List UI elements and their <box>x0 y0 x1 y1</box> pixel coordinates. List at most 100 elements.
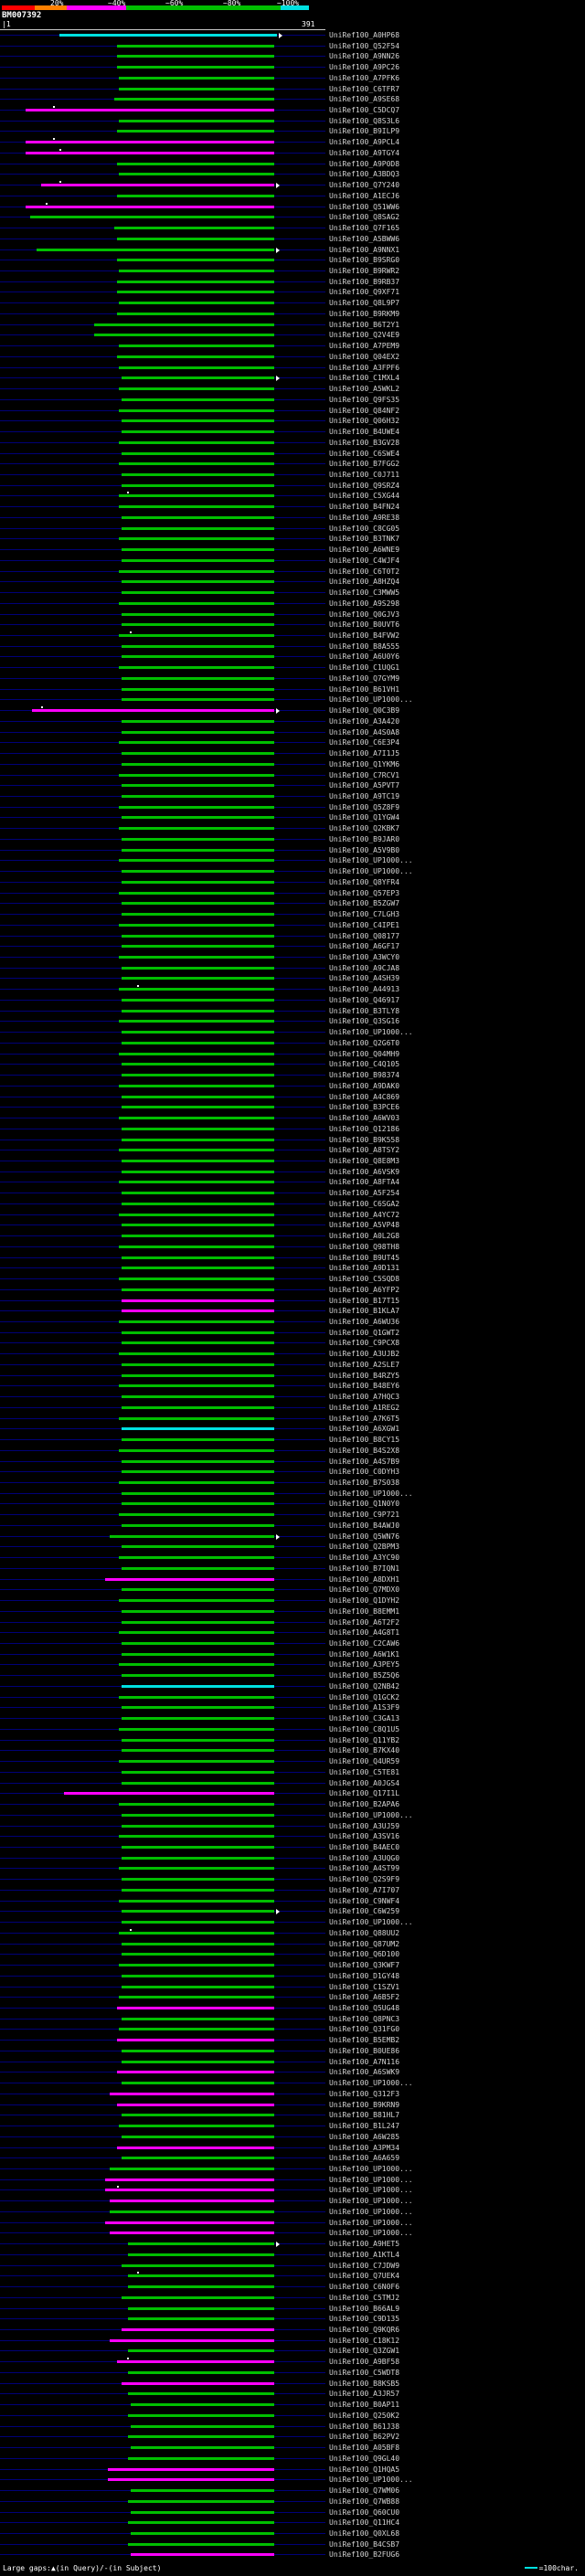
hit-label[interactable]: UniRef100_B4S2X8 <box>329 1446 400 1455</box>
alignment-bar[interactable] <box>122 1888 275 1892</box>
alignment-bar[interactable] <box>117 44 275 48</box>
alignment-bar[interactable] <box>127 2274 275 2278</box>
hit-label[interactable]: UniRef100_Q04MH9 <box>329 1049 400 1058</box>
hit-label[interactable]: UniRef100_A4ST99 <box>329 1864 400 1873</box>
alignment-bar[interactable] <box>122 451 275 455</box>
alignment-bar[interactable] <box>118 1245 275 1248</box>
alignment-bar[interactable] <box>109 2210 275 2213</box>
alignment-bar[interactable] <box>131 2510 275 2514</box>
hit-label[interactable]: UniRef100_C6W259 <box>329 1907 400 1916</box>
hit-label[interactable]: UniRef100_Q7GYM9 <box>329 673 400 683</box>
hit-label[interactable]: UniRef100_Q3ZGW1 <box>329 2347 400 2356</box>
alignment-bar[interactable] <box>117 280 275 283</box>
hit-label[interactable]: UniRef100_Q12186 <box>329 1124 400 1133</box>
hit-label[interactable]: UniRef100_A9PC26 <box>329 63 400 72</box>
hit-label[interactable]: UniRef100_Q87UM2 <box>329 1939 400 1948</box>
alignment-bar[interactable] <box>118 1181 275 1184</box>
hit-label[interactable]: UniRef100_C18K12 <box>329 2336 400 2345</box>
alignment-bar[interactable] <box>122 1395 275 1399</box>
hit-label[interactable]: UniRef100_C1MXL4 <box>329 374 400 383</box>
alignment-bar[interactable] <box>104 2178 275 2181</box>
alignment-bar[interactable] <box>118 773 275 777</box>
alignment-bar[interactable] <box>117 2360 275 2364</box>
hit-label[interactable]: UniRef100_A0L2G8 <box>329 1232 400 1241</box>
alignment-bar[interactable] <box>118 1631 275 1635</box>
hit-label[interactable]: UniRef100_D1GY48 <box>329 1971 400 1980</box>
alignment-bar[interactable] <box>122 719 275 723</box>
alignment-bar[interactable] <box>122 1749 275 1753</box>
hit-label[interactable]: UniRef100_Q11YB2 <box>329 1735 400 1744</box>
alignment-bar[interactable] <box>122 623 275 627</box>
hit-label[interactable]: UniRef100_A9S298 <box>329 599 400 608</box>
hit-label[interactable]: UniRef100_Q17I1L <box>329 1789 400 1798</box>
hit-label[interactable]: UniRef100_B17T15 <box>329 1296 400 1305</box>
alignment-bar[interactable] <box>122 1427 275 1431</box>
hit-label[interactable]: UniRef100_Q0XL68 <box>329 2528 400 2538</box>
alignment-bar[interactable] <box>26 141 275 144</box>
hit-label[interactable]: UniRef100_Q9GL40 <box>329 2454 400 2463</box>
alignment-bar[interactable] <box>122 1523 275 1527</box>
hit-label[interactable]: UniRef100_B9K558 <box>329 1135 400 1144</box>
hit-label[interactable]: UniRef100_Q04EX2 <box>329 352 400 361</box>
hit-label[interactable]: UniRef100_Q98TH8 <box>329 1242 400 1251</box>
hit-label[interactable]: UniRef100_B4FVW2 <box>329 631 400 640</box>
alignment-bar[interactable] <box>122 1781 275 1785</box>
hit-label[interactable]: UniRef100_Q0GJV3 <box>329 610 400 619</box>
alignment-bar[interactable] <box>131 2403 275 2407</box>
hit-label[interactable]: UniRef100_A7PEM9 <box>329 342 400 351</box>
alignment-bar[interactable] <box>122 1609 275 1613</box>
alignment-bar[interactable] <box>109 2200 275 2203</box>
alignment-bar[interactable] <box>122 1330 275 1334</box>
hit-label[interactable]: UniRef100_UP1000... <box>329 2186 413 2195</box>
hit-label[interactable]: UniRef100_Q1HQA5 <box>329 2465 400 2474</box>
alignment-bar[interactable] <box>118 1052 275 1055</box>
alignment-bar[interactable] <box>122 1341 275 1345</box>
hit-label[interactable]: UniRef100_UP1000... <box>329 2207 413 2216</box>
hit-label[interactable]: UniRef100_Q1YGW4 <box>329 813 400 822</box>
alignment-bar[interactable] <box>118 1448 275 1452</box>
hit-label[interactable]: UniRef100_B4CSB7 <box>329 2539 400 2549</box>
alignment-bar[interactable] <box>122 2135 275 2138</box>
hit-label[interactable]: UniRef100_Q2KBK7 <box>329 824 400 833</box>
hit-label[interactable]: UniRef100_A9TGY4 <box>329 148 400 157</box>
alignment-bar[interactable] <box>122 1878 275 1882</box>
alignment-bar[interactable] <box>122 1717 275 1721</box>
hit-label[interactable]: UniRef100_UP1000... <box>329 2079 413 2088</box>
alignment-bar[interactable] <box>118 1481 275 1484</box>
hit-label[interactable]: UniRef100_Q11HC4 <box>329 2518 400 2528</box>
alignment-bar[interactable] <box>122 591 275 595</box>
alignment-bar[interactable] <box>127 2317 275 2321</box>
alignment-bar[interactable] <box>122 1309 275 1313</box>
hit-label[interactable]: UniRef100_B61VH1 <box>329 684 400 694</box>
hit-label[interactable]: UniRef100_A8TSY2 <box>329 1146 400 1155</box>
hit-label[interactable]: UniRef100_Q7UEK4 <box>329 2272 400 2281</box>
alignment-bar[interactable] <box>122 2295 275 2299</box>
alignment-bar[interactable] <box>117 55 275 58</box>
hit-label[interactable]: UniRef100_Q08177 <box>329 931 400 940</box>
hit-label[interactable]: UniRef100_UP1000... <box>329 1810 413 1819</box>
alignment-bar[interactable] <box>122 1824 275 1828</box>
hit-label[interactable]: UniRef100_B0UE86 <box>329 2046 400 2055</box>
alignment-bar[interactable] <box>122 398 275 401</box>
hit-label[interactable]: UniRef100_A9TC19 <box>329 792 400 800</box>
hit-label[interactable]: UniRef100_B8CY15 <box>329 1436 400 1445</box>
alignment-bar[interactable] <box>122 977 275 981</box>
alignment-bar[interactable] <box>122 1362 275 1366</box>
alignment-bar[interactable] <box>131 2424 275 2428</box>
hit-label[interactable]: UniRef100_A9SE68 <box>329 95 400 104</box>
alignment-bar[interactable] <box>122 483 275 487</box>
hit-label[interactable]: UniRef100_Q1DYH2 <box>329 1596 400 1606</box>
hit-label[interactable]: UniRef100_A9HET5 <box>329 2240 400 2249</box>
alignment-bar[interactable] <box>122 784 275 788</box>
hit-label[interactable]: UniRef100_UP1000... <box>329 1918 413 1927</box>
alignment-bar[interactable] <box>127 2306 275 2310</box>
alignment-bar[interactable] <box>118 1513 275 1517</box>
alignment-bar[interactable] <box>122 2263 275 2267</box>
alignment-bar[interactable] <box>122 526 275 530</box>
alignment-bar[interactable] <box>122 816 275 820</box>
alignment-bar[interactable] <box>118 462 275 466</box>
hit-label[interactable]: UniRef100_B4AWJ0 <box>329 1521 400 1530</box>
alignment-bar[interactable] <box>127 2253 275 2256</box>
hit-label[interactable]: UniRef100_A3PEY5 <box>329 1660 400 1670</box>
hit-label[interactable]: UniRef100_UP1000... <box>329 856 413 865</box>
